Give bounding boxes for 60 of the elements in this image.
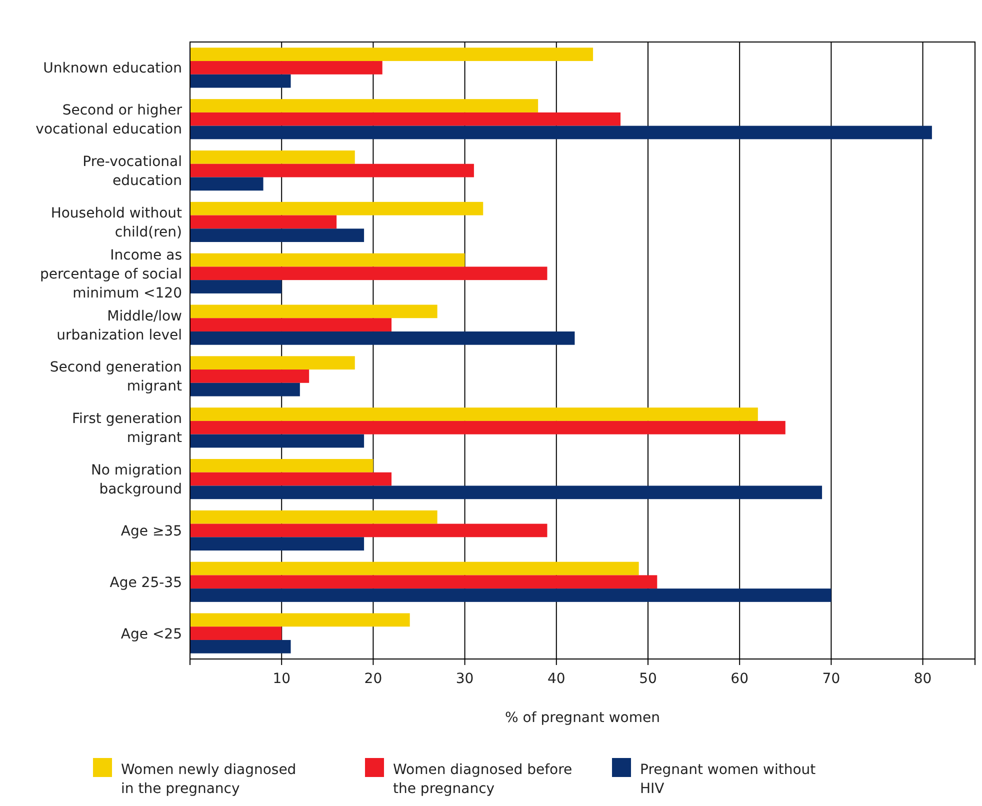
x-tick-label: 30 (456, 670, 474, 687)
bar (190, 486, 822, 500)
bar (190, 588, 832, 602)
bar (190, 575, 658, 589)
bar (190, 215, 337, 229)
legend-label: Women newly diagnosed in the pregnancy (121, 762, 296, 797)
bar (190, 510, 438, 524)
y-tick-label: Age 25-35 (110, 574, 182, 591)
bar (190, 382, 300, 396)
y-tick-label: Unknown education (43, 60, 182, 77)
y-tick-label: Age <25 (120, 626, 182, 642)
bar (190, 562, 639, 576)
bar (190, 266, 548, 280)
bar (190, 126, 932, 140)
legend-label: Pregnant women without HIV (640, 762, 816, 797)
bar (190, 304, 438, 318)
legend-label: Women diagnosed before the pregnancy (393, 762, 572, 797)
x-tick-label: 80 (914, 670, 932, 687)
y-tick-label: Household without child(ren) (50, 205, 183, 240)
bar (190, 331, 575, 345)
bar (190, 228, 364, 242)
bar (190, 74, 291, 88)
y-tick-label: Pre-vocational education (82, 154, 182, 190)
bar (190, 434, 364, 448)
bar (190, 177, 264, 191)
x-tick-label: 20 (364, 670, 382, 687)
x-axis-title: % of pregnant women (505, 710, 660, 726)
y-tick-label: Income as percentage of social minimum <120 (40, 247, 182, 302)
bar (190, 48, 594, 62)
x-tick-label: 70 (822, 670, 840, 687)
bar (190, 458, 374, 472)
y-tick-label: Middle/low urbanization level (56, 308, 182, 344)
bar (190, 280, 282, 294)
x-tick-label: 50 (639, 670, 657, 687)
y-tick-label: Age ≥35 (120, 523, 182, 540)
bar (190, 626, 282, 640)
bar (190, 112, 621, 126)
bar (190, 370, 310, 383)
bar (190, 318, 392, 332)
bar (190, 99, 538, 112)
bar (190, 150, 355, 164)
bar (190, 640, 291, 654)
y-tick-label: Second generation migrant (50, 360, 182, 395)
bar (190, 202, 484, 216)
y-tick-label: Second or higher vocational education (36, 102, 182, 138)
bar (190, 613, 410, 627)
bar (190, 253, 465, 267)
bar (190, 356, 355, 370)
x-tick-label: 60 (730, 670, 749, 687)
bar (190, 537, 364, 551)
bar (190, 408, 758, 421)
bar (190, 164, 474, 178)
x-tick-label: 10 (272, 670, 291, 687)
y-tick-label: No migration background (90, 462, 182, 498)
bar (190, 472, 392, 486)
y-tick-label: First generation migrant (72, 411, 182, 446)
bar (190, 524, 548, 538)
x-tick-label: 40 (547, 670, 566, 687)
bar (190, 420, 786, 434)
bar (190, 61, 382, 74)
